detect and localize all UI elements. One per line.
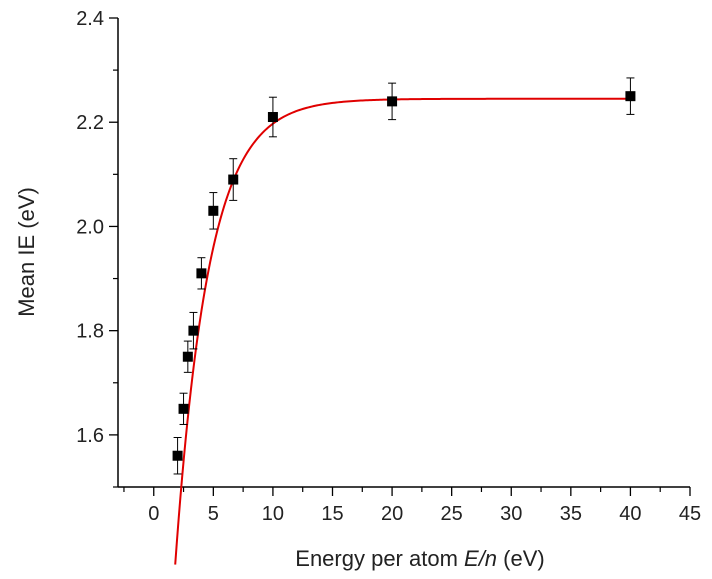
x-tick-label: 30 [500, 503, 522, 525]
fit-curve [174, 97, 631, 565]
x-tick-label: 25 [441, 503, 463, 525]
y-tick-label: 1.8 [76, 321, 104, 343]
x-tick-label: 20 [381, 503, 403, 525]
data-point [188, 325, 199, 336]
x-axis-label-unit: (eV) [497, 546, 545, 571]
x-tick-label: 35 [560, 503, 582, 525]
x-tick-label: 40 [619, 503, 641, 525]
data-point [172, 450, 183, 461]
data-point [267, 112, 278, 123]
y-tick-label: 2.0 [76, 216, 104, 238]
data-point [387, 96, 398, 107]
y-tick-label: 2.4 [76, 8, 104, 30]
data-points [172, 91, 636, 461]
x-tick-label: 15 [321, 503, 343, 525]
x-axis-label: Energy per atom E/n (eV) [295, 546, 544, 571]
x-tick-label: 10 [262, 503, 284, 525]
data-point [208, 205, 219, 216]
y-tick-label: 1.6 [76, 425, 104, 447]
x-axis-label-prefix: Energy per atom [295, 546, 464, 571]
ticks [109, 17, 691, 496]
data-point [625, 91, 636, 102]
data-point [196, 268, 207, 279]
y-axis-label: Mean IE (eV) [14, 187, 39, 317]
x-tick-label: 45 [679, 503, 701, 525]
data-point [228, 174, 239, 185]
x-axis-label-variable: E/n [464, 546, 497, 571]
tick-labels: 0 5 10 15 20 25 30 35 40 45 1.6 1.8 2.0 2.2 2.4 [76, 8, 701, 525]
y-tick-label: 2.2 [76, 112, 104, 134]
x-tick-label: 5 [208, 503, 219, 525]
data-point [178, 403, 189, 414]
error-bars [173, 77, 635, 475]
data-point [182, 351, 193, 362]
x-tick-label: 0 [148, 503, 159, 525]
axes [117, 18, 690, 488]
